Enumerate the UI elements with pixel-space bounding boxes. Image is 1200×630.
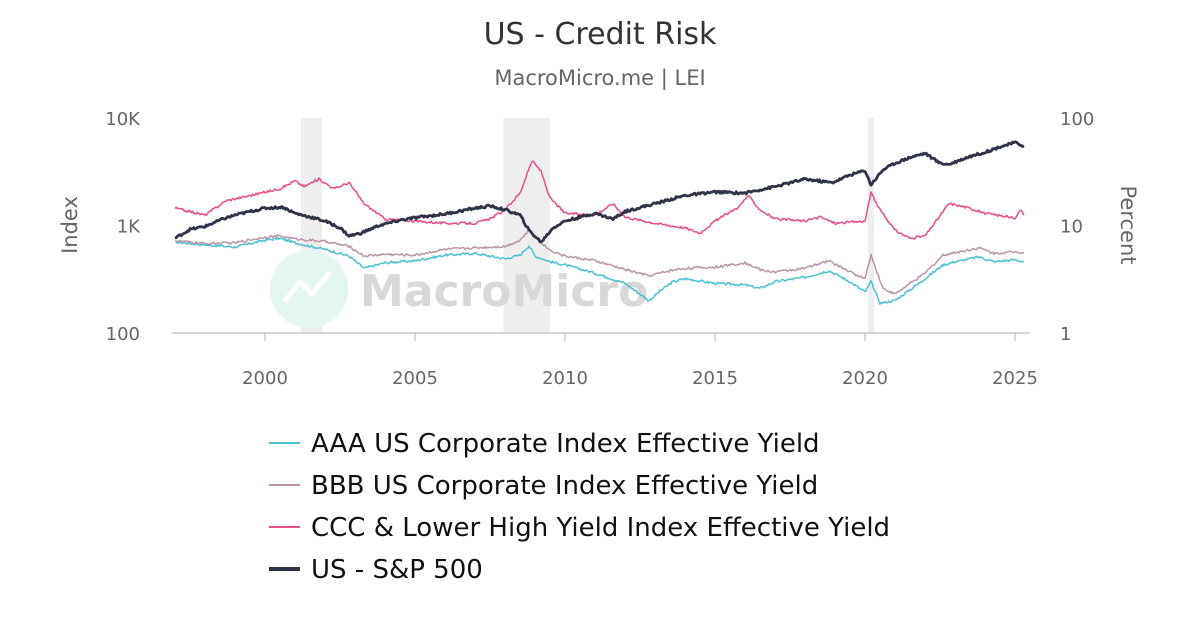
x-tick-label: 2020 — [842, 368, 888, 389]
watermark-text: MacroMicro — [360, 266, 648, 317]
left-axis-ticks: 100 1K 10K — [105, 109, 141, 345]
right-axis-ticks: 1 10 100 — [1060, 109, 1094, 345]
recession-band-3 — [868, 118, 874, 333]
chart-title: US - Credit Risk — [484, 17, 717, 52]
legend-label: CCC & Lower High Yield Index Effective Y… — [311, 513, 890, 543]
right-tick-label: 100 — [1060, 109, 1094, 130]
series-line-2 — [174, 229, 1025, 295]
series-layer — [174, 140, 1025, 305]
x-tick-label: 2010 — [542, 368, 588, 389]
legend-label: US - S&P 500 — [311, 555, 483, 585]
x-tick-label: 2025 — [992, 368, 1038, 389]
x-axis-ticks: 2000 2005 2010 2015 2020 2025 — [242, 333, 1038, 389]
right-tick-label: 10 — [1060, 217, 1083, 238]
series-line-4 — [174, 140, 1025, 244]
watermark-logo-mark-icon — [282, 270, 332, 304]
x-tick-label: 2000 — [242, 368, 288, 389]
series-line-1 — [174, 236, 1024, 305]
legend: AAA US Corporate Index Effective Yield BB… — [269, 429, 890, 585]
left-tick-label: 100 — [106, 324, 140, 345]
legend-label: BBB US Corporate Index Effective Yield — [311, 471, 818, 501]
watermark: MacroMicro — [270, 250, 648, 328]
left-axis-title: Index — [58, 196, 82, 254]
x-tick-label: 2015 — [692, 368, 738, 389]
right-axis-title: Percent — [1116, 185, 1140, 264]
left-tick-label: 10K — [105, 109, 141, 130]
x-tick-label: 2005 — [392, 368, 438, 389]
legend-label: AAA US Corporate Index Effective Yield — [311, 429, 820, 459]
right-tick-label: 1 — [1060, 324, 1071, 345]
chart-subtitle: MacroMicro.me | LEI — [494, 66, 705, 91]
series-line-3 — [174, 160, 1025, 240]
left-tick-label: 1K — [117, 217, 141, 238]
